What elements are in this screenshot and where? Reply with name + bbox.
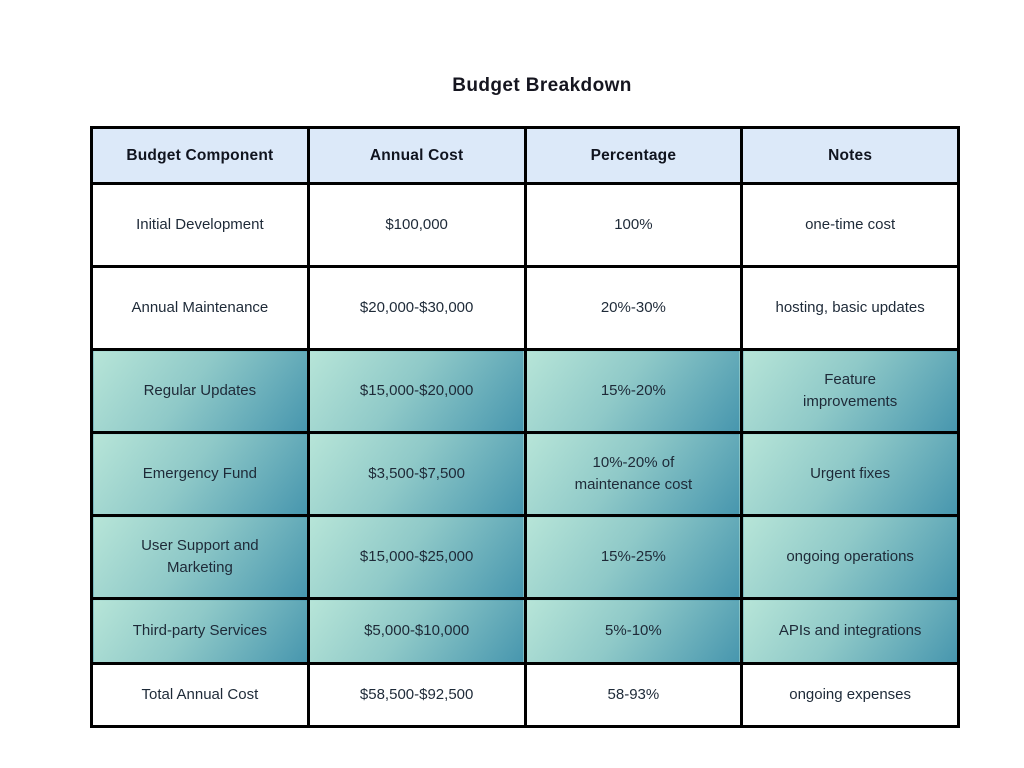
cell-percentage: 15%-25%: [523, 514, 744, 600]
table-row: User Support and Marketing $15,000-$25,00…: [90, 514, 960, 600]
cell-annual-cost: $15,000-$20,000: [306, 348, 527, 434]
table-row: Annual Maintenance $20,000-$30,000 20%-30%…: [90, 265, 960, 351]
cell-notes: ongoing operations: [740, 514, 960, 600]
cell-percentage: 10%-20% of maintenance cost: [523, 431, 744, 517]
cell-component: Emergency Fund: [90, 431, 310, 517]
table-row: Regular Updates $15,000-$20,000 15%-20% Fea…: [90, 348, 960, 434]
cell-notes: Urgent fixes: [740, 431, 960, 517]
table-header-row: Budget Component Annual Cost Percentage Not…: [90, 126, 960, 185]
table-row: Total Annual Cost $58,500-$92,500 58-93% on…: [90, 662, 960, 728]
cell-notes: hosting, basic updates: [740, 265, 960, 351]
budget-table: Budget Component Annual Cost Percentage Not…: [90, 126, 960, 728]
cell-annual-cost: $5,000-$10,000: [306, 597, 527, 665]
cell-notes: ongoing expenses: [740, 662, 960, 728]
table-header: Budget Component Annual Cost Percentage Not…: [90, 126, 960, 185]
cell-annual-cost: $20,000-$30,000: [306, 265, 527, 351]
cell-percentage: 15%-20%: [523, 348, 744, 434]
column-header: Percentage: [523, 126, 744, 185]
cell-annual-cost: $58,500-$92,500: [306, 662, 527, 728]
cell-component: Initial Development: [90, 182, 310, 268]
table-body: Initial Development $100,000 100% one-time …: [90, 182, 960, 728]
cell-notes: one-time cost: [740, 182, 960, 268]
cell-percentage: 5%-10%: [523, 597, 744, 665]
table-row: Emergency Fund $3,500-$7,500 10%-20% of ma…: [90, 431, 960, 517]
cell-notes: APIs and integrations: [740, 597, 960, 665]
cell-component: Total Annual Cost: [90, 662, 310, 728]
cell-notes: Feature improvements: [740, 348, 960, 434]
cell-component: User Support and Marketing: [90, 514, 310, 600]
column-header: Notes: [740, 126, 960, 185]
cell-annual-cost: $100,000: [306, 182, 527, 268]
column-header: Annual Cost: [306, 126, 527, 185]
table-row: Third-party Services $5,000-$10,000 5%-10%…: [90, 597, 960, 665]
cell-percentage: 20%-30%: [523, 265, 744, 351]
column-header: Budget Component: [90, 126, 310, 185]
cell-percentage: 58-93%: [523, 662, 744, 728]
table-row: Initial Development $100,000 100% one-time …: [90, 182, 960, 268]
cell-component: Annual Maintenance: [90, 265, 310, 351]
page-title: Budget Breakdown: [452, 75, 632, 96]
cell-annual-cost: $15,000-$25,000: [306, 514, 527, 600]
cell-annual-cost: $3,500-$7,500: [306, 431, 527, 517]
cell-component: Regular Updates: [90, 348, 310, 434]
cell-percentage: 100%: [523, 182, 744, 268]
cell-component: Third-party Services: [90, 597, 310, 665]
